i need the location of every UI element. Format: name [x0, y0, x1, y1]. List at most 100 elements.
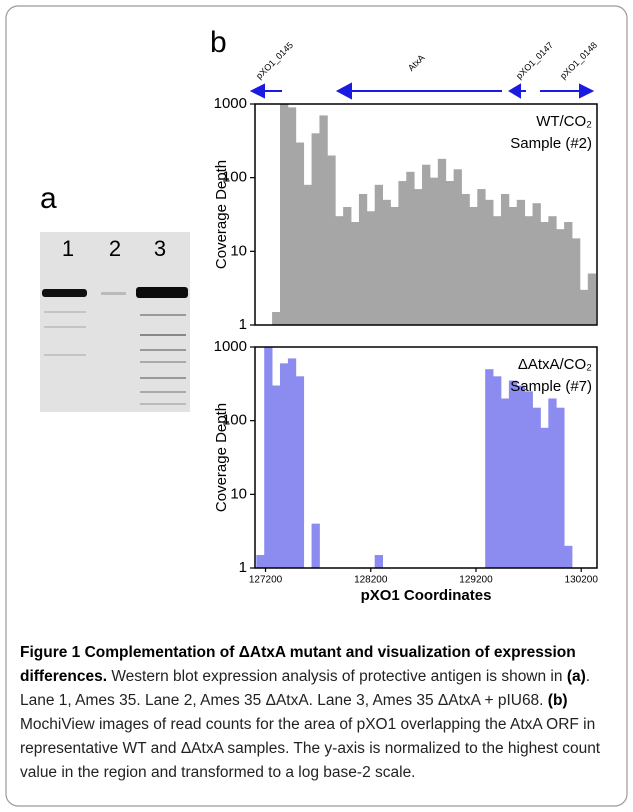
- gene-label: AtxA: [406, 53, 427, 74]
- y-axis-label: Coverage Depth: [213, 160, 230, 269]
- caption-text: . Lane 1, Ames 35. Lane 2, Ames 35 ΔAtxA…: [20, 668, 591, 709]
- annotation: WT/CO₂: [536, 113, 592, 130]
- coverage-bar: [508, 206, 518, 325]
- coverage-bar: [343, 206, 352, 325]
- coverage-bar: [279, 104, 289, 325]
- blot-faint-bands: [44, 311, 186, 405]
- x-tick-label: 127200: [249, 575, 283, 586]
- coverage-bar: [422, 164, 431, 325]
- caption-bold-text: Figure 1 Complementation of ΔAtxA mutant…: [20, 644, 576, 685]
- coverage-bar: [453, 169, 462, 325]
- coverage-bar: [532, 203, 541, 325]
- coverage-bar: [303, 184, 312, 325]
- lane-label: 3: [154, 236, 166, 261]
- coverage-bar: [287, 107, 297, 325]
- coverage-bar: [295, 376, 305, 568]
- coverage-bar: [264, 347, 273, 568]
- coverage-bar: [374, 555, 383, 568]
- coverage-bar: [564, 545, 573, 568]
- coverage-bar: [358, 194, 368, 325]
- caption-text: MochiView images of read counts for the …: [20, 716, 601, 781]
- blot-band: [136, 287, 188, 298]
- blot-band: [42, 289, 87, 297]
- y-tick-label: 10: [230, 485, 247, 502]
- coverage-bar: [461, 194, 470, 325]
- coverage-bar: [311, 523, 320, 568]
- coverage-bar: [524, 391, 533, 568]
- coverage-bar: [548, 398, 557, 568]
- plot-area: [272, 104, 597, 325]
- caption-bold-text: (b): [547, 692, 568, 709]
- x-tick-label: 128200: [354, 575, 388, 586]
- coverage-bar: [485, 199, 494, 325]
- coverage-bar: [382, 199, 391, 325]
- annotation: Sample (#2): [510, 135, 592, 152]
- coverage-bar: [500, 194, 510, 325]
- gene-arrows: [249, 82, 595, 100]
- coverage-bar: [437, 158, 447, 325]
- plot-area: [256, 347, 573, 568]
- coverage-bar: [516, 385, 526, 568]
- coverage-bar: [406, 171, 415, 325]
- coverage-bar: [500, 398, 510, 568]
- coverage-bar: [398, 181, 407, 325]
- panel-label: b: [210, 26, 227, 59]
- coverage-bar: [508, 380, 518, 568]
- y-tick-label: 10: [230, 242, 247, 259]
- x-tick-label: 130200: [565, 575, 599, 586]
- coverage-bar: [493, 216, 502, 325]
- coverage-bar: [295, 142, 305, 325]
- coverage-bar: [469, 206, 478, 325]
- coverage-bar: [414, 189, 423, 325]
- gene-label: pXO1_0145: [254, 40, 295, 81]
- coverage-bar: [335, 216, 344, 325]
- coverage-bar: [477, 189, 486, 325]
- coverage-bar: [493, 376, 502, 568]
- y-tick-label: 1: [239, 559, 247, 576]
- coverage-bar: [532, 407, 541, 568]
- coverage-bar: [287, 358, 297, 568]
- coverage-bar: [587, 273, 597, 325]
- coverage-bar: [579, 289, 589, 325]
- y-tick-label: 100: [222, 169, 247, 186]
- blot: [40, 232, 190, 412]
- coverage-bar: [540, 222, 549, 325]
- coverage-bar: [366, 211, 376, 325]
- plot-frame: [254, 346, 598, 569]
- y-tick-label: 1000: [214, 95, 247, 112]
- y-tick-label: 1000: [214, 338, 247, 355]
- x-axis-label: pXO1 Coordinates: [361, 587, 492, 604]
- x-tick-label: 129200: [459, 575, 493, 586]
- coverage-bar: [445, 181, 455, 325]
- coverage-bar: [429, 177, 439, 325]
- coverage-bar: [548, 216, 557, 325]
- lane-label: 1: [62, 236, 74, 261]
- coverage-bar: [572, 238, 581, 325]
- annotation: ΔAtxA/CO₂: [518, 356, 592, 373]
- y-tick-label: 100: [222, 412, 247, 429]
- figure-border: [5, 5, 628, 807]
- y-axis-label: Coverage Depth: [213, 403, 230, 512]
- gene-label: pXO1_0147: [514, 40, 555, 81]
- caption: Figure 1 Complementation of ΔAtxA mutant…: [20, 641, 616, 785]
- coverage-bar: [564, 222, 573, 325]
- coverage-bar: [319, 115, 328, 325]
- coverage-bar: [524, 216, 533, 325]
- annotation: Sample (#7): [510, 378, 592, 395]
- blot-band: [101, 292, 126, 295]
- coverage-bar: [390, 206, 399, 325]
- coverage-bar: [256, 555, 265, 568]
- caption-text: Western blot expression analysis of prot…: [107, 668, 567, 685]
- coverage-bar: [556, 407, 565, 568]
- caption-bold-text: (a): [566, 668, 586, 685]
- y-tick-label: 1: [239, 316, 247, 333]
- coverage-bar: [351, 222, 360, 325]
- coverage-bar: [556, 229, 565, 325]
- coverage-bar: [516, 199, 526, 325]
- coverage-bar: [327, 155, 336, 325]
- panel-label: a: [40, 182, 57, 215]
- coverage-bar: [374, 184, 383, 325]
- coverage-bar: [540, 427, 549, 568]
